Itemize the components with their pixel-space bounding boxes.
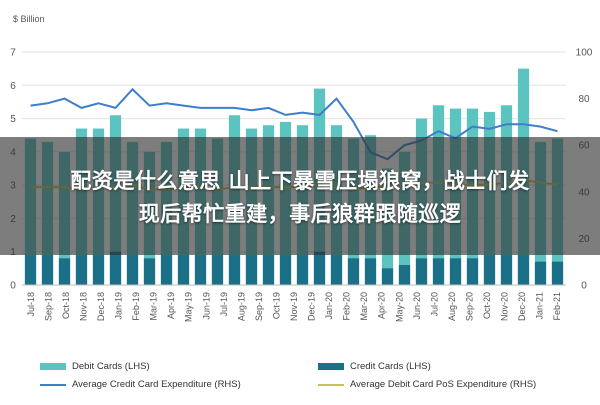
- legend-debit-cards: Debit Cards (LHS): [40, 361, 150, 372]
- bar-credit-cards: [245, 255, 258, 285]
- bar-credit-cards: [517, 255, 530, 285]
- bar-credit-cards: [313, 251, 326, 285]
- x-tick-label: Aug-20: [447, 292, 457, 321]
- bar-credit-cards: [483, 255, 496, 285]
- caption-overlay-band: [0, 137, 600, 255]
- bar-credit-cards: [143, 258, 156, 285]
- bar-credit-cards: [466, 258, 479, 285]
- y-left-tick-label: 7: [10, 48, 16, 59]
- y-right-tick-label: 80: [578, 94, 590, 105]
- bar-credit-cards: [75, 255, 88, 285]
- x-tick-label: Sep-20: [465, 292, 475, 321]
- bar-credit-cards: [109, 251, 122, 285]
- bar-credit-cards: [228, 255, 241, 285]
- caption-line-2: 现后帮忙重建，事后狼群跟随巡逻: [138, 202, 462, 226]
- y-left-tick-label: 5: [10, 114, 16, 125]
- x-tick-label: Nov-19: [289, 292, 299, 321]
- bar-credit-cards: [58, 258, 71, 285]
- line-avg-credit-expenditure: [30, 87, 558, 161]
- x-tick-label: Jul-19: [219, 292, 229, 317]
- bar-credit-cards: [211, 255, 224, 285]
- x-tick-label: Jul-18: [26, 292, 36, 317]
- x-tick-label: Jan-21: [535, 292, 545, 320]
- bar-credit-cards: [177, 255, 190, 285]
- x-tick-label: Oct-18: [61, 292, 71, 319]
- bar-credit-cards: [381, 268, 394, 285]
- legend-swatch-avg-debit-pos: [318, 383, 344, 386]
- caption-line-1: 配资是什么意思 山上下暴雪压塌狼窝，战士们发: [70, 169, 530, 193]
- x-tick-label: Oct-20: [482, 292, 492, 319]
- bar-credit-cards: [500, 255, 513, 285]
- bar-credit-cards: [279, 255, 292, 285]
- x-tick-label: Sep-19: [254, 292, 264, 321]
- x-tick-label: Apr-19: [166, 292, 176, 319]
- legend-swatch-credit-cards: [318, 363, 344, 370]
- x-tick-label: Dec-20: [517, 292, 527, 321]
- x-tick-label: Jan-20: [324, 292, 334, 320]
- x-tick-label: Aug-19: [236, 292, 246, 321]
- bar-credit-cards: [347, 258, 360, 285]
- bar-credit-cards: [24, 255, 37, 285]
- legend-swatch-debit-cards: [40, 363, 66, 370]
- bar-credit-cards: [126, 255, 139, 285]
- x-tick-label: May-19: [184, 292, 194, 322]
- bar-credit-cards: [194, 255, 207, 285]
- x-tick-label: Mar-19: [149, 292, 159, 321]
- legend-label-credit-cards: Credit Cards (LHS): [350, 361, 431, 372]
- bar-credit-cards: [415, 258, 428, 285]
- x-tick-label: Mar-20: [359, 292, 369, 321]
- y-right-tick-label: 0: [581, 281, 587, 292]
- x-tick-label: May-20: [394, 292, 404, 322]
- x-tick-label: Sep-18: [43, 292, 53, 321]
- caption-overlay: 配资是什么意思 山上下暴雪压塌狼窝，战士们发 现后帮忙重建，事后狼群跟随巡逻: [12, 165, 588, 231]
- bar-credit-cards: [432, 258, 445, 285]
- bar-credit-cards: [160, 255, 173, 285]
- x-tick-label: Jul-20: [429, 292, 439, 317]
- x-tick-label: Oct-19: [272, 292, 282, 319]
- x-tick-label: Feb-20: [342, 292, 352, 321]
- bar-credit-cards: [92, 255, 105, 285]
- y-right-tick-label: 100: [576, 48, 593, 59]
- x-tick-label: Dec-18: [96, 292, 106, 321]
- bar-credit-cards: [330, 255, 343, 285]
- x-tick-label: Nov-20: [500, 292, 510, 321]
- y-left-tick-label: 6: [10, 81, 16, 92]
- legend-label-debit-cards: Debit Cards (LHS): [72, 361, 150, 372]
- legend-avg-credit: Average Credit Card Expenditure (RHS): [40, 379, 241, 390]
- legend-avg-debit-pos: Average Debit Card PoS Expenditure (RHS): [318, 379, 536, 390]
- y-left-tick-label: 0: [10, 281, 16, 292]
- bar-credit-cards: [398, 265, 411, 285]
- legend-label-avg-credit: Average Credit Card Expenditure (RHS): [72, 379, 241, 390]
- x-tick-label: Apr-20: [377, 292, 387, 319]
- x-tick-label: Feb-19: [131, 292, 141, 321]
- x-tick-label: Nov-18: [78, 292, 88, 321]
- y-left-axis-label: $ Billion: [13, 14, 45, 24]
- bar-credit-cards: [449, 258, 462, 285]
- legend-label-avg-debit-pos: Average Debit Card PoS Expenditure (RHS): [350, 379, 537, 390]
- bar-credit-cards: [41, 255, 54, 285]
- x-tick-label: Jun-19: [201, 292, 211, 320]
- legend-credit-cards: Credit Cards (LHS): [318, 361, 431, 372]
- bar-credit-cards: [262, 255, 275, 285]
- bar-credit-cards: [534, 261, 547, 285]
- legend-swatch-avg-credit: [40, 383, 66, 386]
- x-tick-label: Feb-21: [552, 292, 562, 321]
- bar-credit-cards: [551, 261, 564, 285]
- x-tick-label: Jan-19: [114, 292, 124, 320]
- x-tick-label: Dec-19: [307, 292, 317, 321]
- bar-credit-cards: [296, 255, 309, 285]
- bar-credit-cards: [364, 258, 377, 285]
- x-tick-label: Jun-20: [412, 292, 422, 320]
